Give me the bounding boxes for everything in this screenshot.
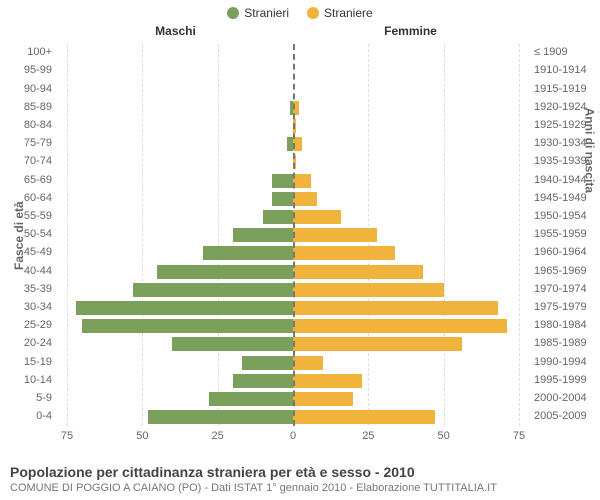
y-label-birth: 1945-1949: [534, 193, 596, 204]
y-label-birth: 2005-2009: [534, 411, 596, 422]
y-label-age: 65-69: [14, 175, 52, 186]
x-tick: 75: [61, 430, 73, 442]
column-headers: Maschi Femmine: [0, 24, 600, 42]
bar-female: [293, 228, 377, 242]
bar-female: [293, 265, 423, 279]
legend-male: Stranieri: [227, 6, 289, 20]
bar-male: [76, 301, 293, 315]
y-label-birth: 1995-1999: [534, 375, 596, 386]
x-tick: 25: [212, 430, 224, 442]
y-label-age: 70-74: [14, 156, 52, 167]
bar-female: [293, 337, 462, 351]
bar-male: [148, 410, 293, 424]
y-label-birth: 1925-1929: [534, 120, 596, 131]
x-tick: 0: [290, 430, 296, 442]
legend: Stranieri Straniere: [0, 0, 600, 20]
y-label-birth: 1920-1924: [534, 102, 596, 113]
chart-subtitle: COMUNE DI POGGIO A CAIANO (PO) - Dati IS…: [10, 482, 590, 494]
header-female: Femmine: [293, 24, 528, 38]
y-label-birth: 1960-1964: [534, 247, 596, 258]
legend-female-swatch: [307, 7, 319, 19]
bar-female: [293, 410, 435, 424]
bar-female: [293, 246, 395, 260]
legend-male-label: Stranieri: [244, 6, 289, 20]
y-label-age: 100+: [14, 47, 52, 58]
bar-female: [293, 192, 317, 206]
bar-male: [272, 174, 293, 188]
y-label-birth: 1965-1969: [534, 266, 596, 277]
y-label-age: 40-44: [14, 266, 52, 277]
x-tick: 50: [136, 430, 148, 442]
y-label-age: 35-39: [14, 284, 52, 295]
y-label-birth: 1950-1954: [534, 211, 596, 222]
y-label-age: 30-34: [14, 302, 52, 313]
y-label-age: 10-14: [14, 375, 52, 386]
bar-male: [209, 392, 293, 406]
chart-title: Popolazione per cittadinanza straniera p…: [10, 464, 590, 480]
y-label-birth: 1940-1944: [534, 175, 596, 186]
y-label-age: 45-49: [14, 247, 52, 258]
y-label-birth: 1955-1959: [534, 229, 596, 240]
gridline: [142, 44, 143, 426]
bar-male: [233, 228, 293, 242]
gridline: [519, 44, 520, 426]
y-label-age: 50-54: [14, 229, 52, 240]
bar-male: [272, 192, 293, 206]
y-label-age: 95-99: [14, 65, 52, 76]
y-label-birth: 1985-1989: [534, 338, 596, 349]
bar-male: [242, 356, 293, 370]
y-label-birth: 1935-1939: [534, 156, 596, 167]
y-label-birth: 1975-1979: [534, 302, 596, 313]
bar-male: [172, 337, 293, 351]
y-label-age: 0-4: [14, 411, 52, 422]
center-line: [293, 44, 295, 426]
bar-female: [293, 392, 353, 406]
plot-area: [58, 44, 528, 438]
bar-female: [293, 301, 498, 315]
gridline: [67, 44, 68, 426]
bar-male: [203, 246, 293, 260]
y-label-age: 60-64: [14, 193, 52, 204]
bar-male: [82, 319, 293, 333]
chart-footer: Popolazione per cittadinanza straniera p…: [10, 464, 590, 494]
bar-female: [293, 283, 444, 297]
y-label-birth: 1970-1974: [534, 284, 596, 295]
y-label-birth: ≤ 1909: [534, 47, 596, 58]
x-tick: 25: [362, 430, 374, 442]
y-label-birth: 1990-1994: [534, 357, 596, 368]
y-label-age: 25-29: [14, 320, 52, 331]
legend-male-swatch: [227, 7, 239, 19]
gridline: [218, 44, 219, 426]
y-label-birth: 2000-2004: [534, 393, 596, 404]
bar-female: [293, 356, 323, 370]
y-label-age: 20-24: [14, 338, 52, 349]
x-tick: 50: [438, 430, 450, 442]
y-label-age: 75-79: [14, 138, 52, 149]
bar-male: [133, 283, 293, 297]
legend-female-label: Straniere: [324, 6, 373, 20]
bar-female: [293, 374, 362, 388]
header-male: Maschi: [58, 24, 293, 38]
gridline: [444, 44, 445, 426]
bar-female: [293, 174, 311, 188]
x-tick: 75: [513, 430, 525, 442]
y-label-birth: 1915-1919: [534, 84, 596, 95]
legend-female: Straniere: [307, 6, 373, 20]
y-label-age: 85-89: [14, 102, 52, 113]
y-label-age: 55-59: [14, 211, 52, 222]
bar-male: [263, 210, 293, 224]
y-label-birth: 1930-1934: [534, 138, 596, 149]
y-label-age: 5-9: [14, 393, 52, 404]
y-label-age: 80-84: [14, 120, 52, 131]
bar-male: [157, 265, 293, 279]
bar-female: [293, 210, 341, 224]
population-pyramid-chart: Stranieri Straniere Maschi Femmine Fasce…: [0, 0, 600, 500]
y-label-birth: 1910-1914: [534, 65, 596, 76]
bar-female: [293, 319, 507, 333]
y-label-age: 90-94: [14, 84, 52, 95]
y-label-age: 15-19: [14, 357, 52, 368]
bar-male: [233, 374, 293, 388]
y-label-birth: 1980-1984: [534, 320, 596, 331]
